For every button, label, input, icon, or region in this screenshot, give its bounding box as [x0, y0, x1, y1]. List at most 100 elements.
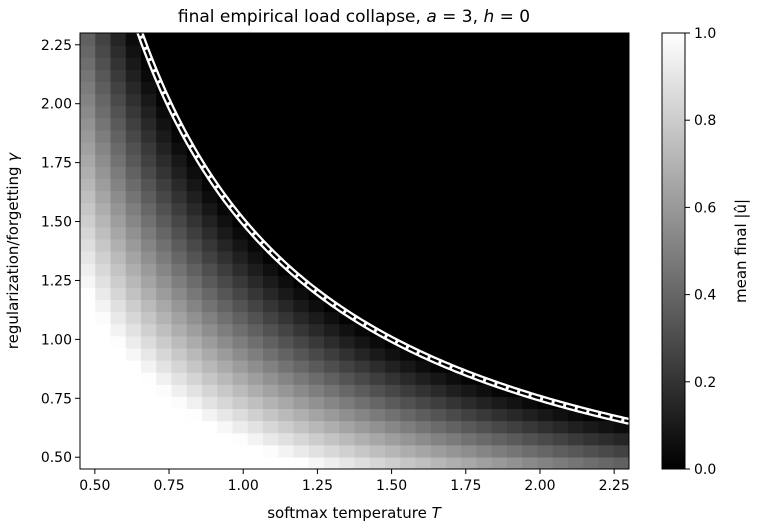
heatmap-cell: [186, 251, 203, 264]
heatmap-cell: [476, 311, 493, 325]
heatmap-cell: [80, 311, 96, 325]
heatmap-cell: [263, 190, 279, 204]
heatmap-cell: [385, 323, 401, 337]
heatmap-cell: [80, 93, 96, 107]
heatmap-cell: [217, 57, 234, 70]
heatmap-cell: [278, 287, 295, 301]
heatmap-cell: [247, 166, 264, 179]
heatmap-cell: [278, 275, 295, 288]
heatmap-cell: [491, 299, 508, 313]
heatmap-cell: [110, 335, 127, 349]
heatmap-cell: [202, 311, 218, 325]
heatmap-cell: [232, 154, 249, 167]
heatmap-cell: [202, 275, 218, 288]
heatmap-cell: [583, 323, 600, 337]
heatmap-cell: [324, 408, 340, 422]
heatmap-cell: [308, 335, 325, 349]
heatmap-cell: [491, 420, 508, 434]
heatmap-cell: [141, 263, 157, 276]
heatmap-cell: [293, 396, 310, 410]
heatmap-cell: [232, 384, 249, 397]
heatmap-cell: [476, 360, 493, 373]
heatmap-cell: [293, 335, 310, 349]
heatmap-cell: [537, 323, 554, 337]
heatmap-cell: [583, 299, 600, 313]
heatmap-cell: [110, 69, 127, 83]
heatmap-cell: [308, 105, 325, 119]
heatmap-cell: [125, 202, 142, 216]
heatmap-cell: [583, 142, 600, 155]
heatmap-cell: [186, 190, 203, 204]
heatmap-cell: [278, 238, 295, 252]
heatmap-cell: [171, 311, 188, 325]
heatmap-cell: [522, 347, 539, 361]
heatmap-cell: [247, 178, 264, 192]
heatmap-cell: [491, 347, 508, 361]
heatmap-cell: [598, 251, 615, 264]
heatmap-cell: [400, 396, 417, 410]
heatmap-cell: [339, 57, 356, 70]
heatmap-cell: [110, 372, 127, 385]
heatmap-cell: [446, 33, 462, 46]
heatmap-cell: [491, 238, 508, 252]
heatmap-cell: [339, 360, 356, 373]
boundary-curve: [138, 33, 629, 423]
heatmap-cell: [141, 311, 157, 325]
heatmap-cell: [171, 251, 188, 264]
heatmap-cell: [339, 432, 356, 446]
heatmap-cell: [293, 81, 310, 95]
heatmap-cell: [583, 372, 600, 385]
heatmap-cell: [583, 444, 600, 458]
heatmap-cell: [186, 263, 203, 276]
heatmap-cell: [430, 263, 447, 276]
heatmap-cell: [430, 287, 447, 301]
heatmap-cell: [186, 33, 203, 46]
heatmap-cell: [308, 142, 325, 155]
heatmap-cell: [491, 57, 508, 70]
heatmap-cell: [324, 69, 340, 83]
heatmap-cell: [491, 311, 508, 325]
heatmap-cell: [247, 105, 264, 119]
heatmap-cell: [583, 420, 600, 434]
heatmap-cell: [415, 226, 432, 240]
heatmap-cell: [247, 57, 264, 70]
heatmap-cell: [613, 251, 629, 264]
heatmap-cell: [491, 444, 508, 458]
heatmap-cell: [217, 444, 234, 458]
heatmap-cell: [171, 226, 188, 240]
heatmap-cell: [583, 226, 600, 240]
x-tick-label: 1.25: [302, 478, 333, 494]
heatmap-cell: [278, 335, 295, 349]
heatmap-cell: [613, 360, 629, 373]
heatmap-cell: [171, 299, 188, 313]
heatmap-cell: [568, 45, 584, 58]
heatmap-cell: [415, 360, 432, 373]
heatmap-cell: [324, 360, 340, 373]
heatmap-cell: [446, 299, 462, 313]
heatmap-cell: [385, 93, 401, 107]
heatmap-cell: [461, 57, 478, 70]
heatmap-cell: [217, 33, 234, 46]
heatmap-cell: [369, 347, 386, 361]
heatmap-cell: [385, 275, 401, 288]
heatmap-cell: [568, 33, 584, 46]
heatmap-cell: [461, 384, 478, 397]
heatmap-cell: [613, 202, 629, 216]
heatmap-cell: [537, 432, 554, 446]
heatmap-cell: [141, 238, 157, 252]
heatmap-cell: [308, 251, 325, 264]
heatmap-cell: [171, 93, 188, 107]
heatmap-cell: [217, 360, 234, 373]
y-tick-label: 1.25: [41, 273, 72, 289]
heatmap-cell: [110, 444, 127, 458]
heatmap-cell: [552, 360, 569, 373]
heatmap-cell: [461, 299, 478, 313]
heatmap-cell: [156, 263, 173, 276]
heatmap-cell: [247, 190, 264, 204]
heatmap-cell: [202, 432, 218, 446]
heatmap-cell: [598, 81, 615, 95]
heatmap-cell: [125, 396, 142, 410]
heatmap-cell: [400, 360, 417, 373]
heatmap-cell: [537, 347, 554, 361]
heatmap-cell: [247, 202, 264, 216]
